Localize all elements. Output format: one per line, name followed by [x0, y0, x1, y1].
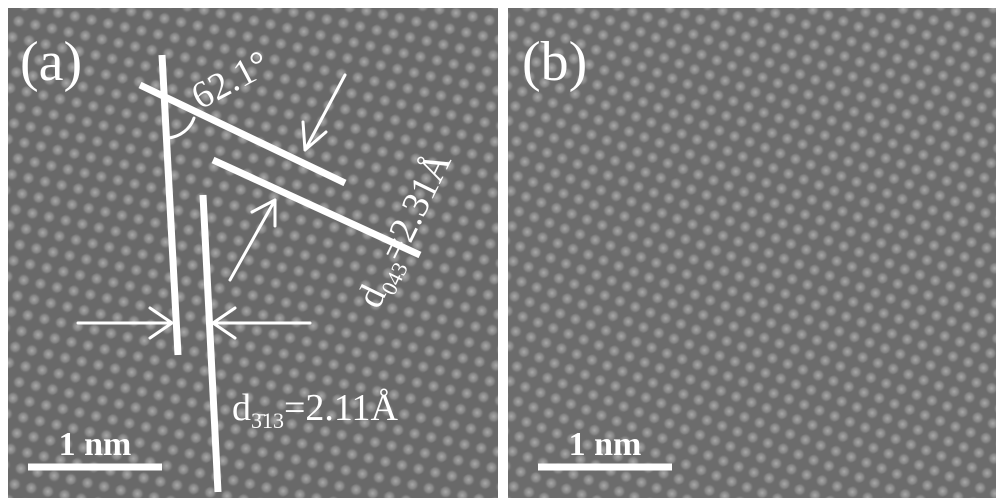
scale-label: 1 nm — [569, 426, 642, 463]
panel-b: (b) 1 nm — [508, 8, 996, 498]
figure: (a) 62.1° d043=2.31Å d3̄13=2.11Å 1 nm (b… — [0, 0, 996, 498]
index: 3̄13 — [251, 408, 284, 433]
panel-label: (a) — [20, 31, 82, 93]
symbol: d — [232, 387, 251, 429]
panel-a: (a) 62.1° d043=2.31Å d3̄13=2.11Å 1 nm — [8, 8, 498, 498]
value: =2.11Å — [284, 387, 399, 429]
scale-label: 1 nm — [59, 426, 132, 463]
panel-label: (b) — [522, 31, 587, 93]
